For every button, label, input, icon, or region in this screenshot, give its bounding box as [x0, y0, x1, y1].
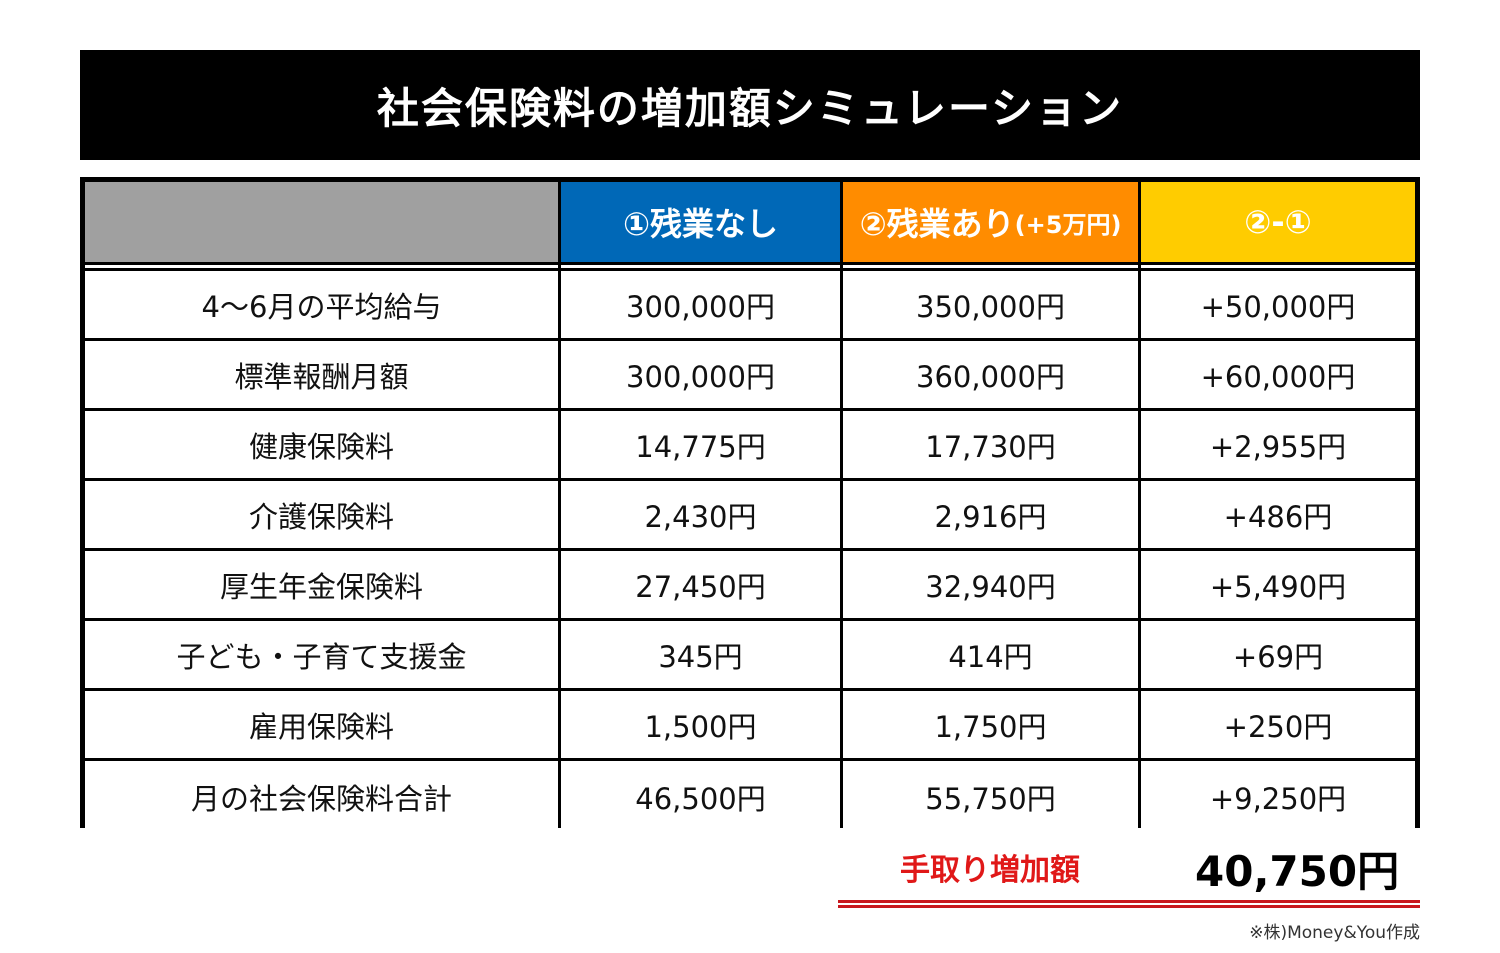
header-label: ①残業なし — [622, 205, 779, 243]
row-label: 月の社会保険料合計 — [85, 761, 558, 832]
value-cell: 2,430円 — [561, 481, 840, 548]
value-cell: 1,750円 — [843, 691, 1138, 758]
value-cell: 14,775円 — [561, 411, 840, 478]
row-label: 標準報酬月額 — [85, 341, 558, 408]
value-cell: 32,940円 — [843, 551, 1138, 618]
value-cell: 2,916円 — [843, 481, 1138, 548]
value-cell: +250円 — [1141, 691, 1415, 758]
header-divider — [843, 265, 1138, 268]
row-label: 厚生年金保険料 — [85, 551, 558, 618]
header-label: ②-① — [1244, 203, 1312, 241]
value-cell: 300,000円 — [561, 271, 840, 338]
simulation-table: ①残業なし ②残業あり (+5万円) ②-① 4〜6月の平均給与 300,000円 350,… — [80, 177, 1420, 832]
value-cell: 350,000円 — [843, 271, 1138, 338]
value-cell: +60,000円 — [1141, 341, 1415, 408]
credit-note: ※株)Money&You作成 — [1249, 923, 1420, 943]
header-suffix: (+5万円) — [1014, 210, 1122, 239]
value-cell: +5,490円 — [1141, 551, 1415, 618]
header-cell-0 — [85, 182, 558, 262]
double-underline-top — [838, 900, 1420, 903]
value-cell: 27,450円 — [561, 551, 840, 618]
header-cell-3: ②-① — [1141, 182, 1415, 262]
value-cell: +69円 — [1141, 621, 1415, 688]
row-label: 介護保険料 — [85, 481, 558, 548]
header-divider — [561, 265, 840, 268]
header-cell-1: ①残業なし — [561, 182, 840, 262]
value-cell: +486円 — [1141, 481, 1415, 548]
row-label: 雇用保険料 — [85, 691, 558, 758]
row-label: 4〜6月の平均給与 — [85, 271, 558, 338]
value-cell: 46,500円 — [561, 761, 840, 832]
value-cell: 300,000円 — [561, 341, 840, 408]
row-label: 子ども・子育て支援金 — [85, 621, 558, 688]
takehome-increase-value: 40,750円 — [1195, 847, 1400, 896]
value-cell: 1,500円 — [561, 691, 840, 758]
takehome-increase-label: 手取り増加額 — [900, 853, 1080, 888]
header-divider — [1141, 265, 1415, 268]
value-cell: +2,955円 — [1141, 411, 1415, 478]
value-cell: 360,000円 — [843, 341, 1138, 408]
header-cell-2: ②残業あり (+5万円) — [843, 182, 1138, 262]
page-title: 社会保険料の増加額シミュレーション — [80, 50, 1420, 160]
value-cell: 17,730円 — [843, 411, 1138, 478]
row-label: 健康保険料 — [85, 411, 558, 478]
value-cell: 414円 — [843, 621, 1138, 688]
value-cell: +50,000円 — [1141, 271, 1415, 338]
value-cell: +9,250円 — [1141, 761, 1415, 832]
value-cell: 345円 — [561, 621, 840, 688]
header-divider — [85, 265, 558, 268]
value-cell: 55,750円 — [843, 761, 1138, 832]
header-label: ②残業あり — [859, 205, 1015, 243]
double-underline-bottom — [838, 905, 1420, 908]
